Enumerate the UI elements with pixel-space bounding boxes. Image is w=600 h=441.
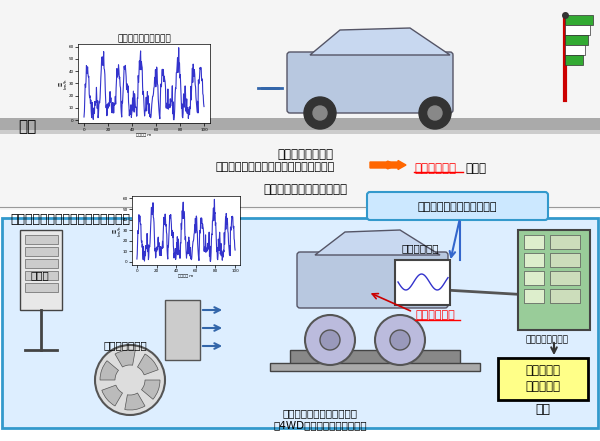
Polygon shape [315,230,440,255]
Bar [25,271,58,280]
Text: シャシダイナモメータ設備: シャシダイナモメータ設備 [283,408,358,418]
Text: 運転指示装置: 運転指示装置 [401,243,439,253]
Bar [524,289,544,303]
Bar [395,260,450,305]
Bar [165,300,200,360]
Wedge shape [115,350,135,367]
Bar [565,55,583,65]
Bar [0,118,600,130]
Circle shape [390,330,410,350]
FancyArrow shape [370,161,406,169]
Bar [290,350,460,365]
Bar [0,0,600,210]
Text: 車両冷却ファン: 車両冷却ファン [103,340,147,350]
Circle shape [95,345,165,415]
Bar [518,230,590,330]
Circle shape [428,106,442,120]
Polygon shape [310,28,450,55]
Circle shape [419,97,451,129]
Bar [25,283,58,292]
Text: 測定: 測定 [536,403,551,416]
Text: 燃料消費率: 燃料消費率 [526,380,560,392]
X-axis label: 走行距離 m: 走行距離 m [136,133,152,137]
Y-axis label: 車速
km/h: 車速 km/h [59,78,67,89]
Bar [565,15,593,25]
Bar [20,230,62,310]
Bar [565,35,588,45]
Text: エンジン負荷: エンジン負荷 [415,310,455,320]
Circle shape [313,106,327,120]
Bar [270,363,480,371]
Title: 加減速を伴う車速変化: 加減速を伴う車速変化 [117,34,171,43]
Bar [0,130,600,134]
Circle shape [320,330,340,350]
Bar [550,235,580,249]
Bar [524,253,544,267]
Text: エンジン負荷: エンジン負荷 [414,162,456,175]
Wedge shape [142,380,160,399]
Text: になる: になる [465,162,486,175]
Bar [550,271,580,285]
Text: 完全に同等になるのが理想: 完全に同等になるのが理想 [417,202,497,212]
Wedge shape [137,354,158,375]
Text: 排出ガス量: 排出ガス量 [526,363,560,377]
Bar [25,247,58,256]
Wedge shape [125,393,145,410]
Text: 試験車の走行抵抗: 試験車の走行抵抗 [277,148,333,161]
Bar [565,45,585,55]
X-axis label: 走行距離 m: 走行距離 m [178,274,194,278]
Wedge shape [100,361,119,380]
Bar [25,235,58,244]
Bar [550,253,580,267]
Text: 実路: 実路 [18,120,36,135]
Bar [524,271,544,285]
FancyBboxPatch shape [287,52,453,113]
Text: 同じ車速変化を与えた時に: 同じ車速変化を与えた時に [263,183,347,196]
Text: （4WD車対応試験設備の例）: （4WD車対応試験設備の例） [273,420,367,430]
Bar [2,218,598,428]
Bar [550,289,580,303]
Text: 操作盤: 操作盤 [31,270,49,280]
Circle shape [305,315,355,365]
FancyBboxPatch shape [367,192,548,220]
Bar [25,259,58,268]
Wedge shape [102,385,122,406]
Text: 排出ガス試験設備: 排出ガス試験設備 [525,335,568,344]
Bar [524,235,544,249]
Y-axis label: 車速
km/h: 車速 km/h [113,225,121,235]
Circle shape [304,97,336,129]
Bar [498,358,588,400]
FancyBboxPatch shape [297,252,448,308]
Bar [565,25,590,35]
Text: シャシダイナモメータ上の車両試験: シャシダイナモメータ上の車両試験 [10,213,130,226]
Text: （ころがり抵抗＋空気抵抗＋慣性抵抗）: （ころがり抵抗＋空気抵抗＋慣性抵抗） [215,162,335,172]
Circle shape [375,315,425,365]
